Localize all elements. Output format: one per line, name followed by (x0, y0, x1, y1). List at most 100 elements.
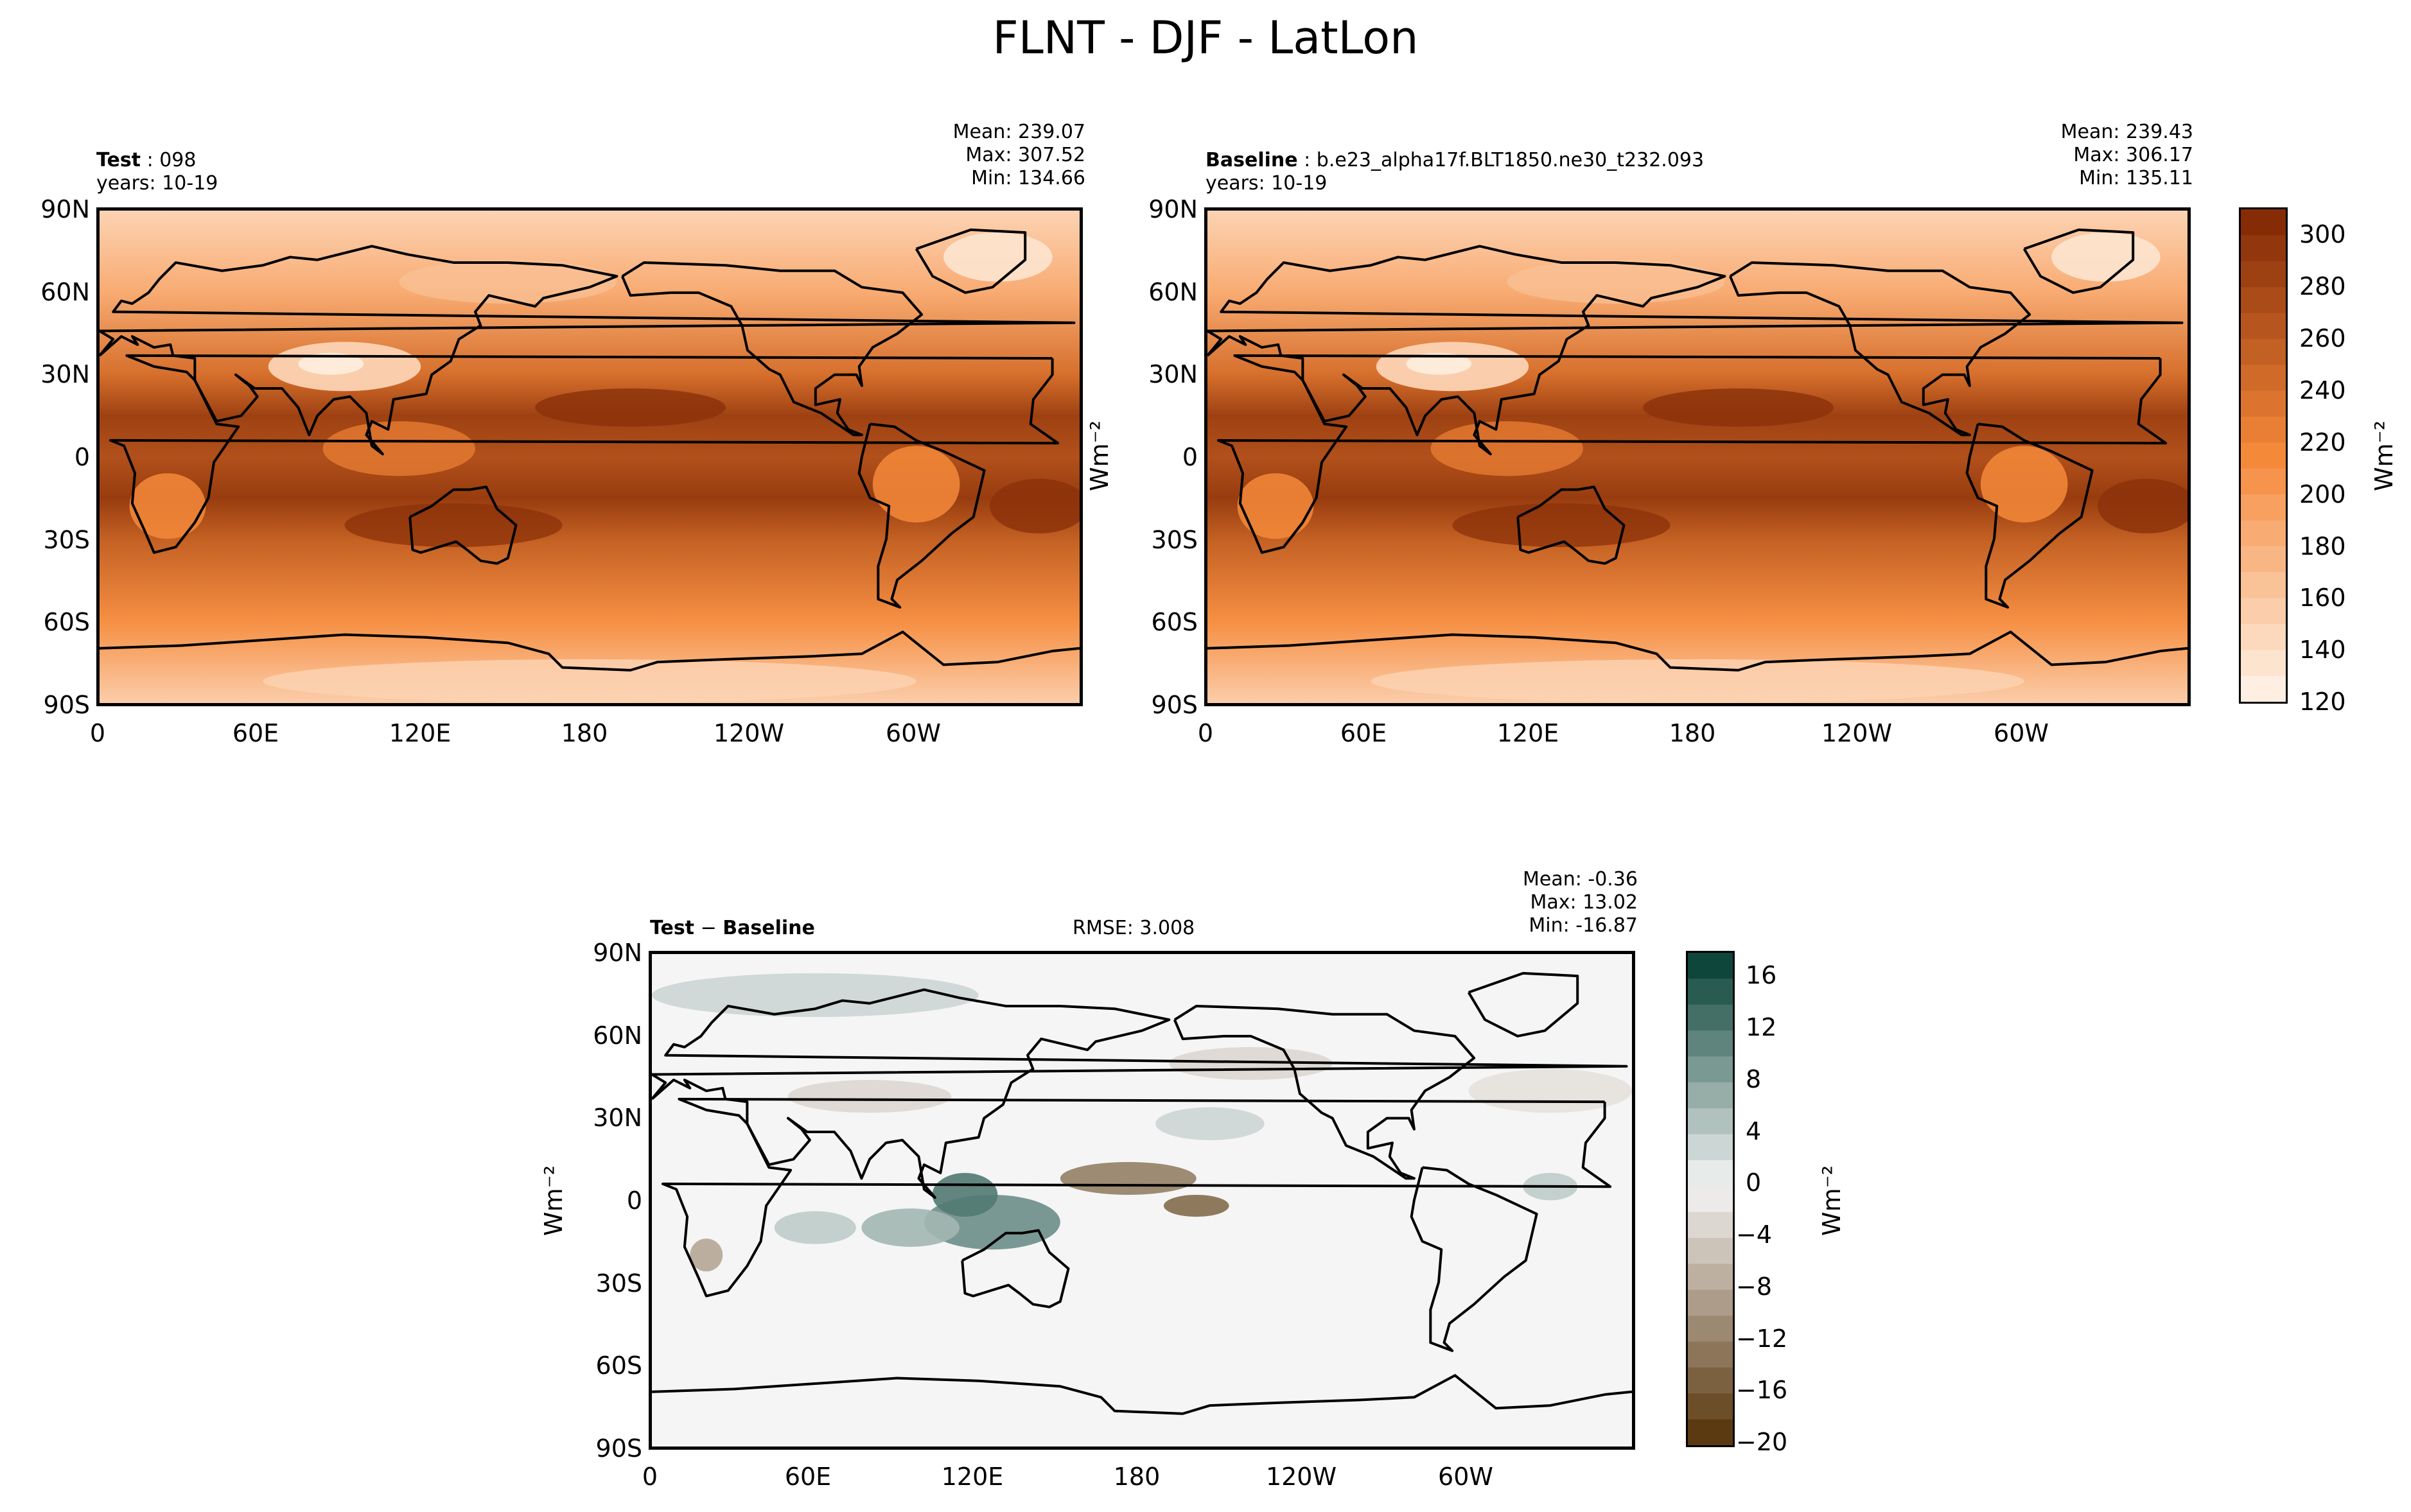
diff-colorbar-gradient (1688, 953, 1733, 1445)
colorbar-level (2241, 442, 2286, 469)
baseline-stats: Mean: 239.43 Max: 306.17 Min: 135.11 (1936, 121, 2193, 190)
baseline-ytick-30n: 30N (1148, 360, 1198, 388)
anomaly-npac-positive (1155, 1107, 1265, 1140)
test-map (96, 207, 1083, 706)
test-ytick-60n: 60N (40, 278, 90, 306)
coastline-namerica (621, 261, 924, 437)
diff-name-label: Test (650, 917, 695, 939)
colorbar-level (1688, 1212, 1733, 1239)
colorbar-level (1688, 1264, 1733, 1290)
diff-name-op: − (700, 917, 717, 939)
baseline-ytick-90s: 90S (1151, 691, 1198, 719)
coastline-australia (961, 1229, 1070, 1308)
diff-name-label2: Baseline (723, 917, 815, 939)
diff-xtick-120e: 120E (941, 1463, 1004, 1491)
sindian-high-feature (344, 503, 563, 548)
baseline-xtick-0: 0 (1197, 719, 1214, 747)
test-ytick-90s: 90S (43, 691, 90, 719)
test-xtick-120w: 120W (713, 719, 785, 747)
anomaly-nepac-negative (1169, 1047, 1333, 1081)
coastline-namerica (1729, 261, 2031, 437)
tibet-core-feature (298, 352, 364, 375)
colorbar-level (1688, 1393, 1733, 1420)
baseline-xtick-120w: 120W (1821, 719, 1893, 747)
npacific-high-feature (1643, 388, 1834, 427)
diff-cbar-tick-m16: −16 (1736, 1376, 1788, 1404)
diff-cbar-tick-8: 8 (1746, 1065, 1762, 1093)
colorbar-level (2241, 390, 2286, 417)
colorbar-level (1688, 1419, 1733, 1445)
colorbar-level (2241, 235, 2286, 262)
diff-cbar-tick-0: 0 (1746, 1169, 1762, 1197)
test-xtick-180: 180 (561, 719, 608, 747)
baseline-mean: Mean: 239.43 (2060, 121, 2193, 143)
baseline-ytick-60s: 60S (1151, 608, 1198, 636)
diff-ytick-60s: 60S (595, 1351, 642, 1380)
colorbar-level (1688, 1004, 1733, 1032)
colorbar-level (1688, 1238, 1733, 1265)
diff-cbar-tick-m8: −8 (1736, 1273, 1773, 1301)
main-cbar-tick-160: 160 (2299, 584, 2346, 612)
baseline-years: years: 10-19 (1206, 172, 1328, 195)
test-stats: Mean: 239.07 Max: 307.52 Min: 134.66 (829, 121, 1085, 190)
diff-mean: Mean: -0.36 (1522, 868, 1638, 891)
baseline-ytick-0: 0 (1182, 443, 1198, 471)
baseline-min: Min: 135.11 (2079, 167, 2193, 189)
baseline-ytick-90n: 90N (1148, 195, 1198, 223)
coastline-eurasia (1207, 245, 2184, 456)
npacific-high-feature (535, 388, 726, 427)
colorbar-level (1688, 1289, 1733, 1317)
baseline-max: Max: 306.17 (2073, 144, 2193, 166)
diff-xtick-180: 180 (1113, 1463, 1161, 1491)
diff-xtick-60e: 60E (784, 1463, 832, 1491)
coastline-eurasia (652, 988, 1628, 1199)
sindian-high-feature (1452, 503, 1670, 548)
main-cbar-tick-300: 300 (2299, 220, 2346, 248)
diff-max: Max: 13.02 (1530, 891, 1638, 914)
coastlines (652, 971, 1632, 1415)
diff-colorbar-unit: Wm⁻² (1818, 1165, 1846, 1236)
colorbar-level (1688, 953, 1733, 980)
satlantic-high-feature (2098, 478, 2187, 534)
diff-map (649, 951, 1635, 1450)
coastline-africa (1216, 354, 2168, 554)
anomaly-arctic-positive (652, 973, 979, 1018)
diff-ytick-60n: 60N (593, 1021, 642, 1050)
anomaly-borneo-positive (932, 1172, 998, 1217)
colorbar-level (2241, 209, 2286, 236)
colorbar-level (1688, 1030, 1733, 1057)
test-xtick-60w: 60W (886, 719, 941, 747)
baseline-xtick-60e: 60E (1340, 719, 1387, 747)
diff-xtick-0: 0 (642, 1463, 658, 1491)
test-max: Max: 307.52 (965, 144, 1085, 166)
test-ytick-30s: 30S (43, 526, 90, 554)
colorbar-level (2241, 365, 2286, 392)
main-cbar-tick-240: 240 (2299, 376, 2346, 404)
baseline-xtick-120e: 120E (1496, 719, 1559, 747)
test-years: years: 10-19 (96, 172, 218, 195)
baseline-xtick-60w: 60W (1994, 719, 2049, 747)
coastline-antarctica (652, 1374, 1632, 1415)
siberia-low-feature (1507, 259, 1725, 304)
colorbar-level (2241, 494, 2286, 521)
test-map-plot (100, 211, 1080, 703)
samerica-land-feature (1980, 446, 2068, 523)
anomaly-natl-negative (1468, 1068, 1632, 1113)
anomaly-windian-positive (774, 1211, 856, 1244)
colorbar-level (2241, 468, 2286, 496)
anomaly-dateline-negative (1060, 1161, 1197, 1195)
colorbar-level (1688, 1160, 1733, 1187)
coastline-greenland (915, 228, 1027, 294)
diff-ytick-90s: 90S (595, 1434, 642, 1463)
coastline-eurasia (100, 245, 1076, 456)
colorbar-level (1688, 1367, 1733, 1395)
baseline-xtick-180: 180 (1669, 719, 1716, 747)
test-name: Test : 098 (96, 149, 197, 171)
colorbar-level (1688, 1341, 1733, 1368)
anomaly-asia-negative (787, 1080, 952, 1113)
test-ytick-0: 0 (74, 443, 90, 471)
antarctic-low-feature (1371, 659, 2024, 703)
main-colorbar-bar (2239, 207, 2288, 704)
coastline-africa (661, 1097, 1612, 1298)
test-xtick-120e: 120E (389, 719, 452, 747)
